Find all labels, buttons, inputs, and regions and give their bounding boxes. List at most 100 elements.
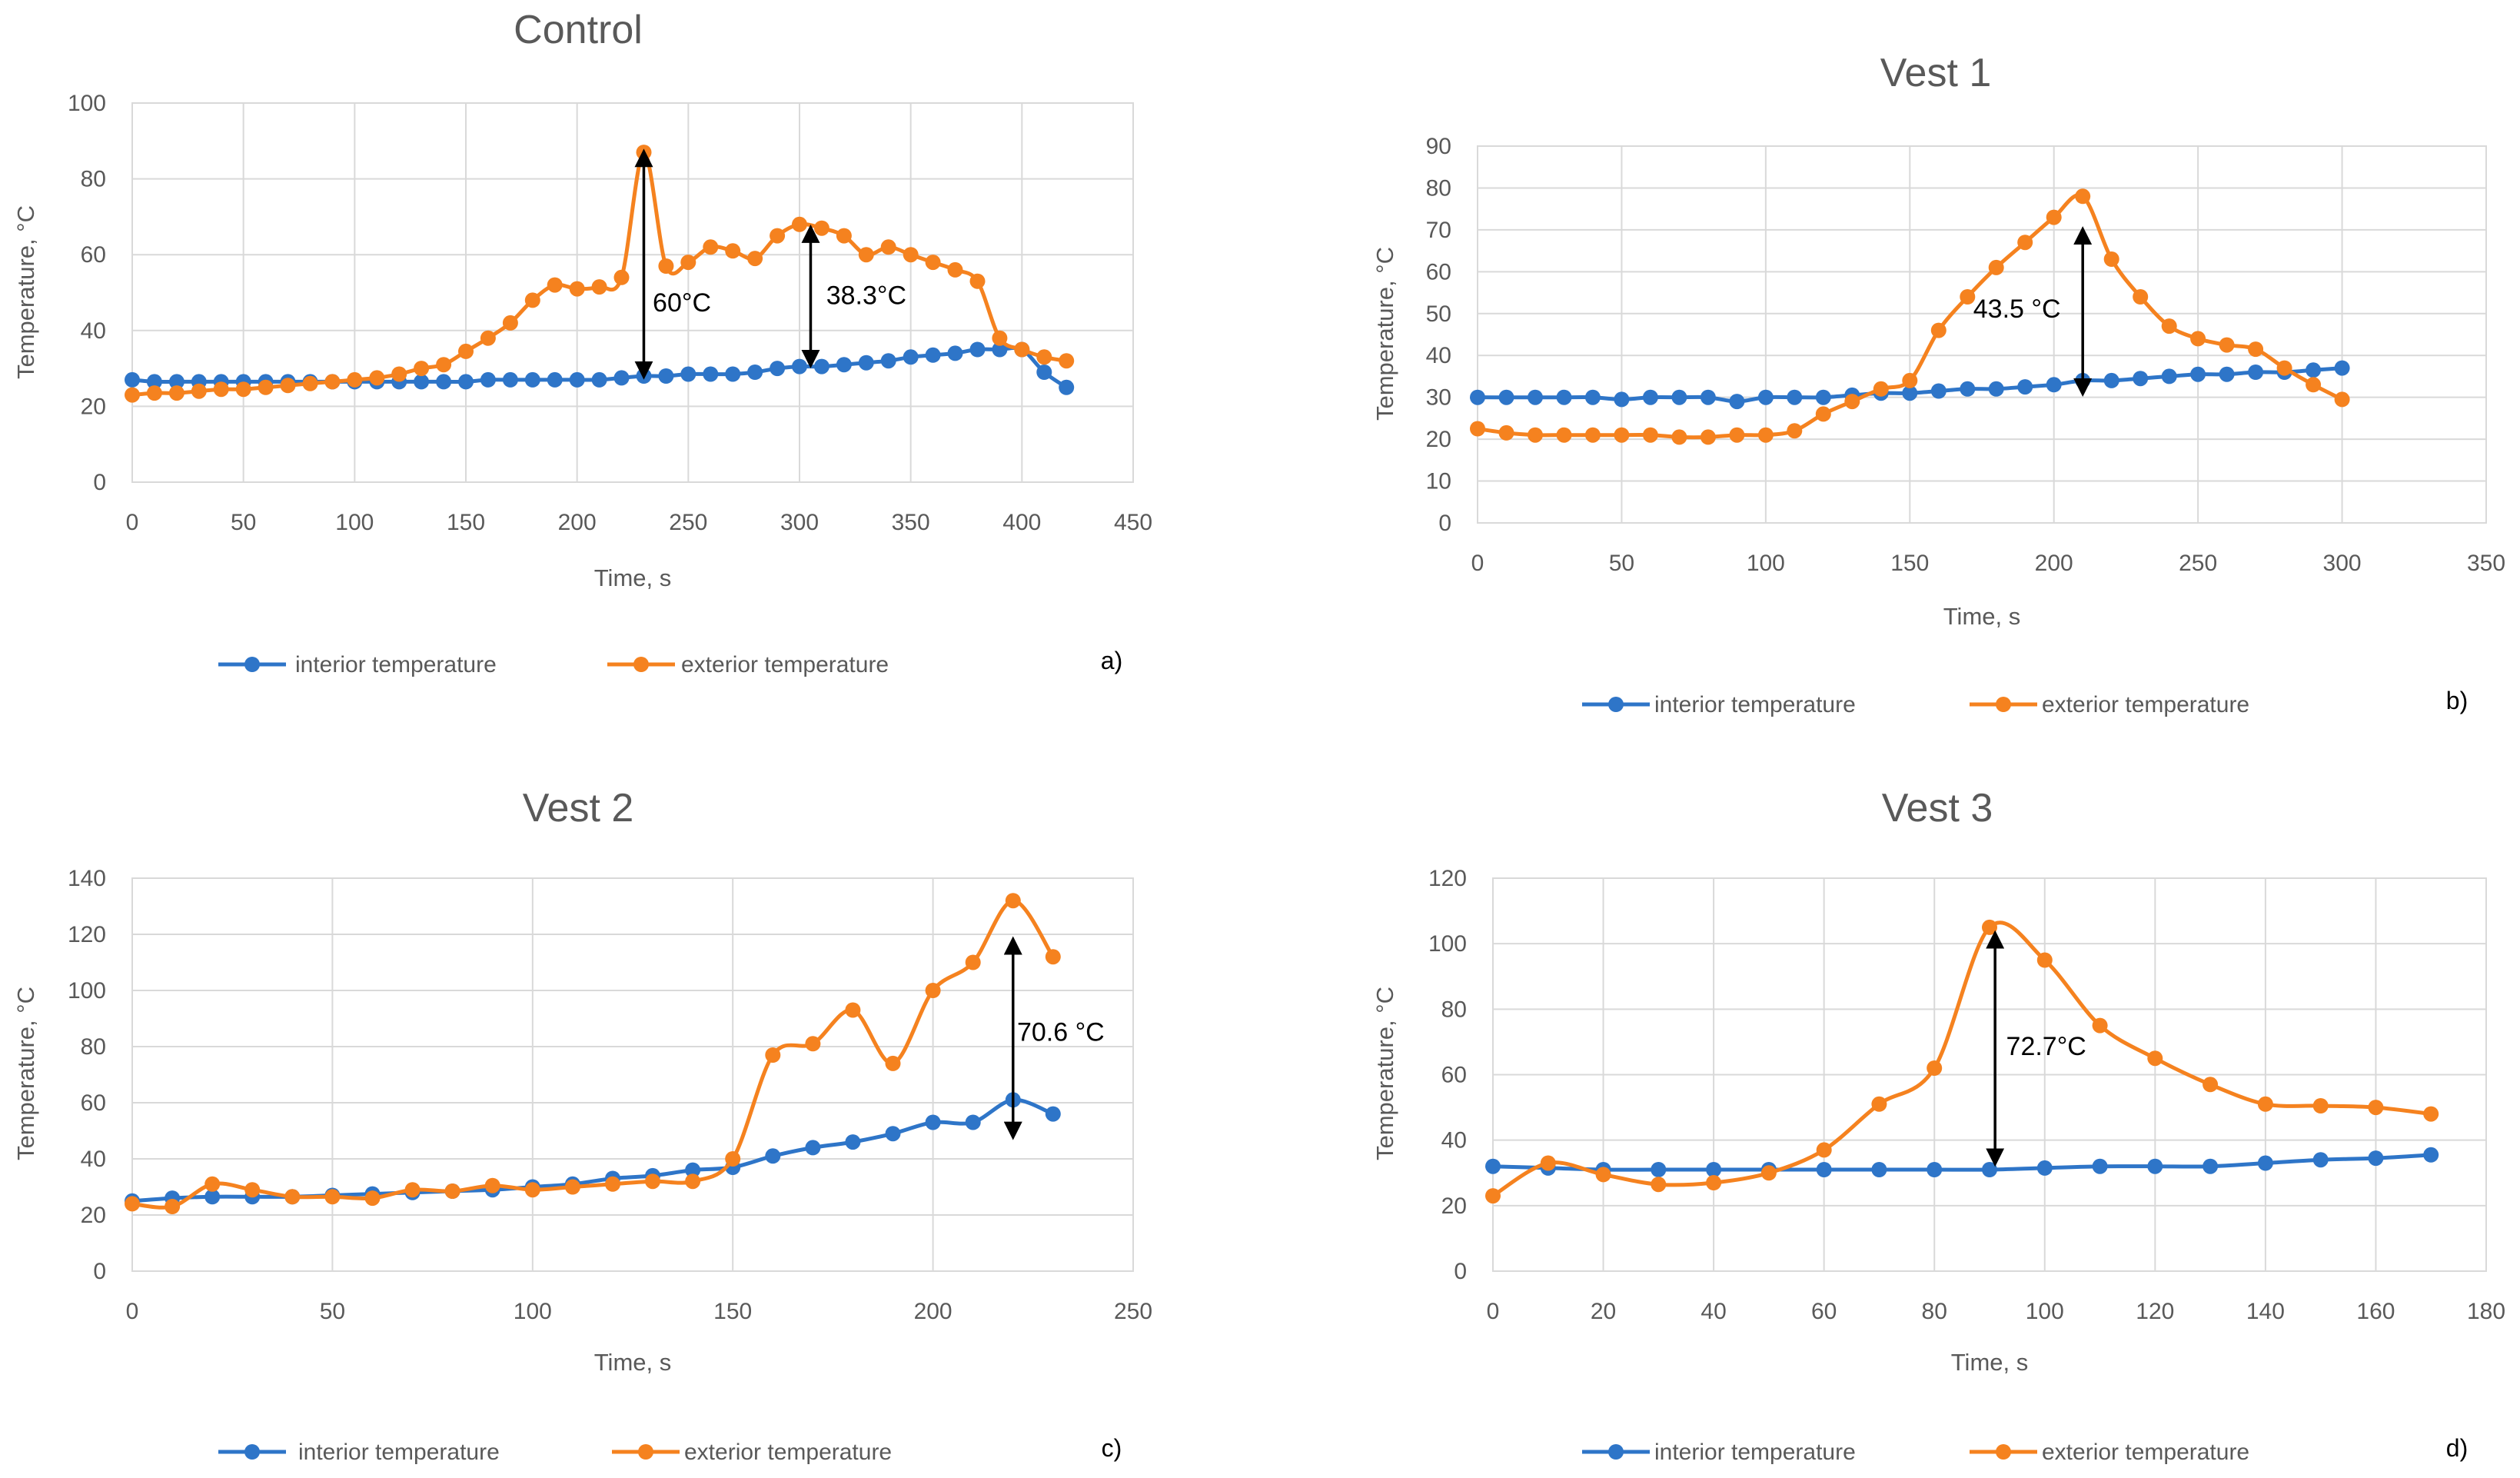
data-point-exterior — [1528, 427, 1543, 443]
chart-panel-4: 0 20 40 60 80 100 120 0 20 40 60 80 100 120 140 160 180 V… — [1371, 786, 2505, 1465]
data-point-interior — [1498, 389, 1514, 405]
data-point-interior — [703, 366, 719, 382]
data-point-exterior — [1760, 1165, 1777, 1181]
data-point-interior — [458, 374, 474, 390]
data-point-interior — [436, 374, 452, 390]
data-point-interior — [947, 345, 963, 361]
data-point-interior — [1706, 1162, 1722, 1177]
x-tick-label: 140 — [2246, 1299, 2285, 1324]
data-point-exterior — [458, 343, 474, 359]
data-point-exterior — [1815, 406, 1831, 422]
x-tick-label: 300 — [2323, 551, 2362, 576]
series-line-interior — [1492, 1153, 2432, 1172]
data-point-exterior — [524, 1182, 540, 1198]
data-point-exterior — [1873, 381, 1889, 397]
data-point-interior — [2257, 1155, 2273, 1171]
chart-title: Vest 3 — [1882, 786, 1993, 831]
legend-swatch-marker — [244, 657, 260, 672]
data-point-interior — [925, 1114, 941, 1130]
data-point-exterior — [1595, 1167, 1611, 1183]
data-point-exterior — [444, 1183, 460, 1199]
data-point-exterior — [605, 1176, 620, 1192]
data-point-interior — [770, 361, 786, 377]
data-point-interior — [747, 365, 763, 380]
annotation-label: 38.3°C — [826, 281, 906, 310]
data-point-exterior — [1902, 372, 1918, 388]
data-point-exterior — [125, 1196, 140, 1212]
data-point-exterior — [685, 1173, 701, 1190]
panel-label: b) — [2446, 687, 2468, 714]
data-point-interior — [1757, 389, 1774, 405]
data-point-interior — [2017, 379, 2033, 395]
data-point-exterior — [524, 292, 540, 308]
x-axis-label: Time, s — [594, 1349, 671, 1376]
data-point-exterior — [1045, 949, 1061, 965]
data-point-interior — [1816, 1162, 1832, 1177]
data-point-exterior — [1651, 1177, 1667, 1193]
data-point-interior — [2133, 371, 2149, 387]
data-point-exterior — [244, 1182, 261, 1198]
data-point-exterior — [2046, 209, 2062, 225]
legend-swatch-marker — [1996, 1444, 2011, 1460]
data-point-interior — [813, 358, 829, 374]
y-tick-label: 60 — [81, 242, 106, 268]
data-point-interior — [1614, 391, 1630, 408]
legend-swatch-marker — [244, 1444, 260, 1460]
data-point-interior — [2203, 1158, 2219, 1174]
data-point-exterior — [658, 258, 674, 274]
data-point-interior — [569, 371, 585, 388]
y-tick-label: 0 — [93, 1259, 106, 1284]
data-point-exterior — [1844, 394, 1860, 410]
data-point-exterior — [1706, 1175, 1722, 1190]
y-tick-label: 0 — [1454, 1259, 1467, 1284]
legend-swatch-marker — [633, 657, 649, 672]
data-point-interior — [1045, 1106, 1061, 1122]
data-point-exterior — [347, 371, 363, 388]
y-tick-label: 10 — [1426, 469, 1451, 494]
data-point-exterior — [280, 378, 296, 394]
annotation-label: 60°C — [653, 288, 711, 318]
x-tick-label: 400 — [1002, 510, 1041, 535]
x-tick-label: 200 — [558, 510, 597, 535]
data-point-interior — [2368, 1150, 2384, 1167]
data-point-exterior — [792, 216, 807, 232]
data-point-interior — [1787, 389, 1803, 405]
data-point-exterior — [191, 383, 207, 399]
data-point-exterior — [1498, 424, 1514, 441]
y-tick-label: 120 — [1428, 866, 1467, 891]
legend-label: exterior temperature — [2042, 1440, 2249, 1465]
data-point-interior — [2219, 366, 2235, 382]
data-point-exterior — [2133, 289, 2149, 305]
y-tick-label: 0 — [1438, 511, 1451, 536]
data-point-interior — [680, 366, 696, 382]
x-tick-label: 0 — [1487, 1299, 1500, 1324]
data-point-exterior — [1614, 427, 1630, 443]
legend-swatch-marker — [1996, 697, 2011, 712]
x-tick-label: 350 — [892, 510, 930, 535]
data-point-exterior — [2161, 318, 2177, 335]
data-point-exterior — [1584, 427, 1601, 443]
x-tick-label: 250 — [1114, 1299, 1152, 1324]
data-point-exterior — [992, 330, 1008, 346]
data-point-interior — [1642, 389, 1658, 405]
plot-frame — [1477, 145, 2487, 524]
data-point-exterior — [2147, 1050, 2163, 1067]
x-tick-label: 250 — [669, 510, 707, 535]
data-point-exterior — [502, 315, 518, 331]
x-tick-label: 50 — [320, 1299, 345, 1324]
y-axis-label: Temperature, °C — [1371, 247, 1398, 421]
x-tick-label: 150 — [447, 510, 485, 535]
chart-panel-2: 0 10 20 30 40 50 60 70 80 90 0 50 100 150 200 250 300 350… — [1371, 51, 2505, 717]
data-point-exterior — [436, 357, 452, 373]
y-tick-label: 60 — [1426, 259, 1451, 285]
x-tick-label: 0 — [126, 1299, 139, 1324]
data-point-exterior — [364, 1190, 381, 1207]
data-point-interior — [591, 371, 607, 388]
data-point-exterior — [947, 261, 963, 278]
data-point-interior — [547, 371, 563, 388]
data-point-interior — [1700, 389, 1716, 405]
data-point-exterior — [547, 277, 563, 293]
data-point-exterior — [2423, 1106, 2439, 1122]
y-tick-label: 120 — [68, 922, 106, 947]
y-tick-label: 30 — [1426, 385, 1451, 411]
